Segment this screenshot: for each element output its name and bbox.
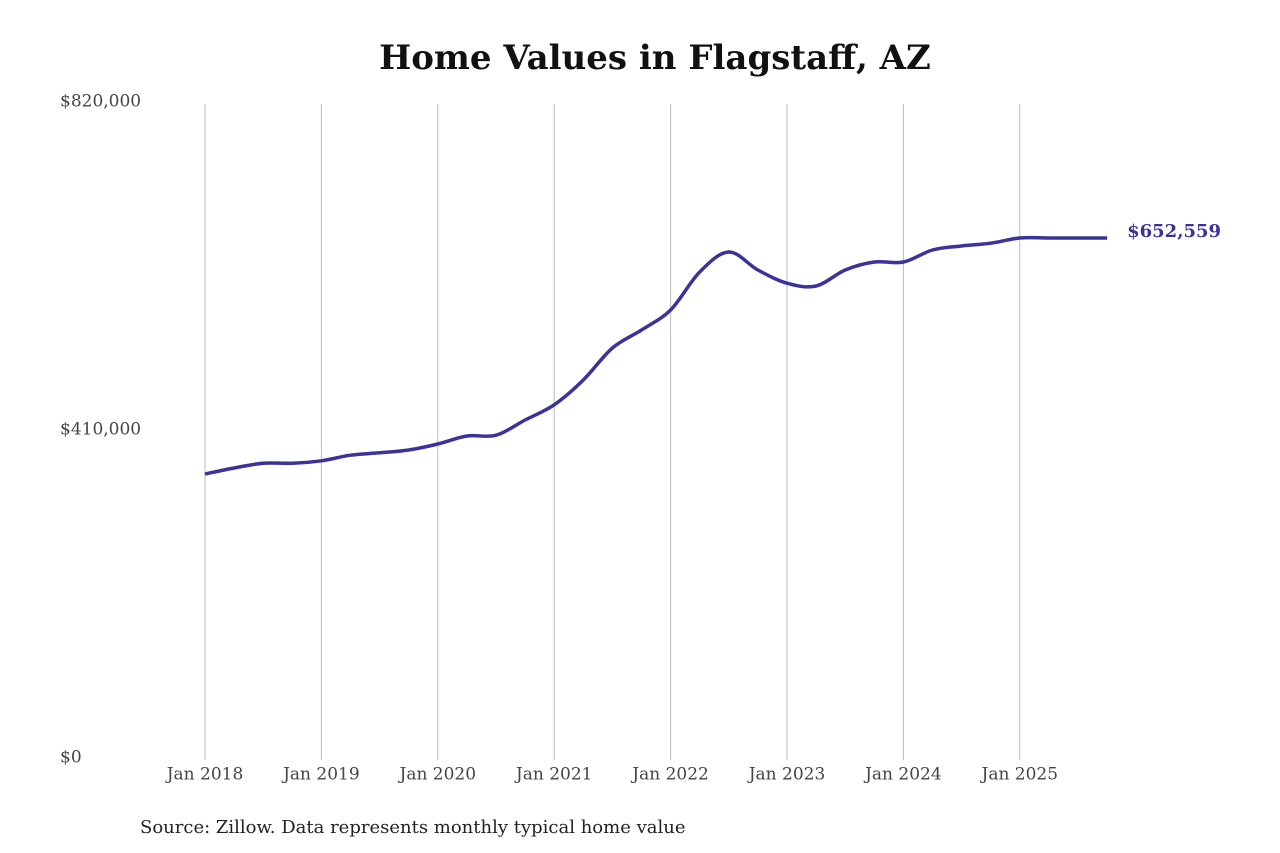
x-tick-label: Jan 2021 [514,765,593,785]
source-note: Source: Zillow. Data represents monthly … [140,817,686,838]
chart-title: Home Values in Flagstaff, AZ [379,38,931,78]
x-tick-label: Jan 2025 [980,765,1059,785]
y-tick-label: $820,000 [60,92,141,112]
y-tick-label: $0 [60,748,82,768]
x-tick-label: Jan 2023 [747,765,826,785]
x-tick-label: Jan 2019 [281,765,360,785]
value-label: $652,559 [1127,221,1221,242]
x-tick-label: Jan 2022 [630,765,709,785]
x-tick-label: Jan 2024 [863,765,942,785]
y-tick-label: $410,000 [60,420,141,440]
line-series [204,235,1108,476]
x-tick-label: Jan 2020 [398,765,477,785]
x-tick-label: Jan 2018 [165,765,244,785]
